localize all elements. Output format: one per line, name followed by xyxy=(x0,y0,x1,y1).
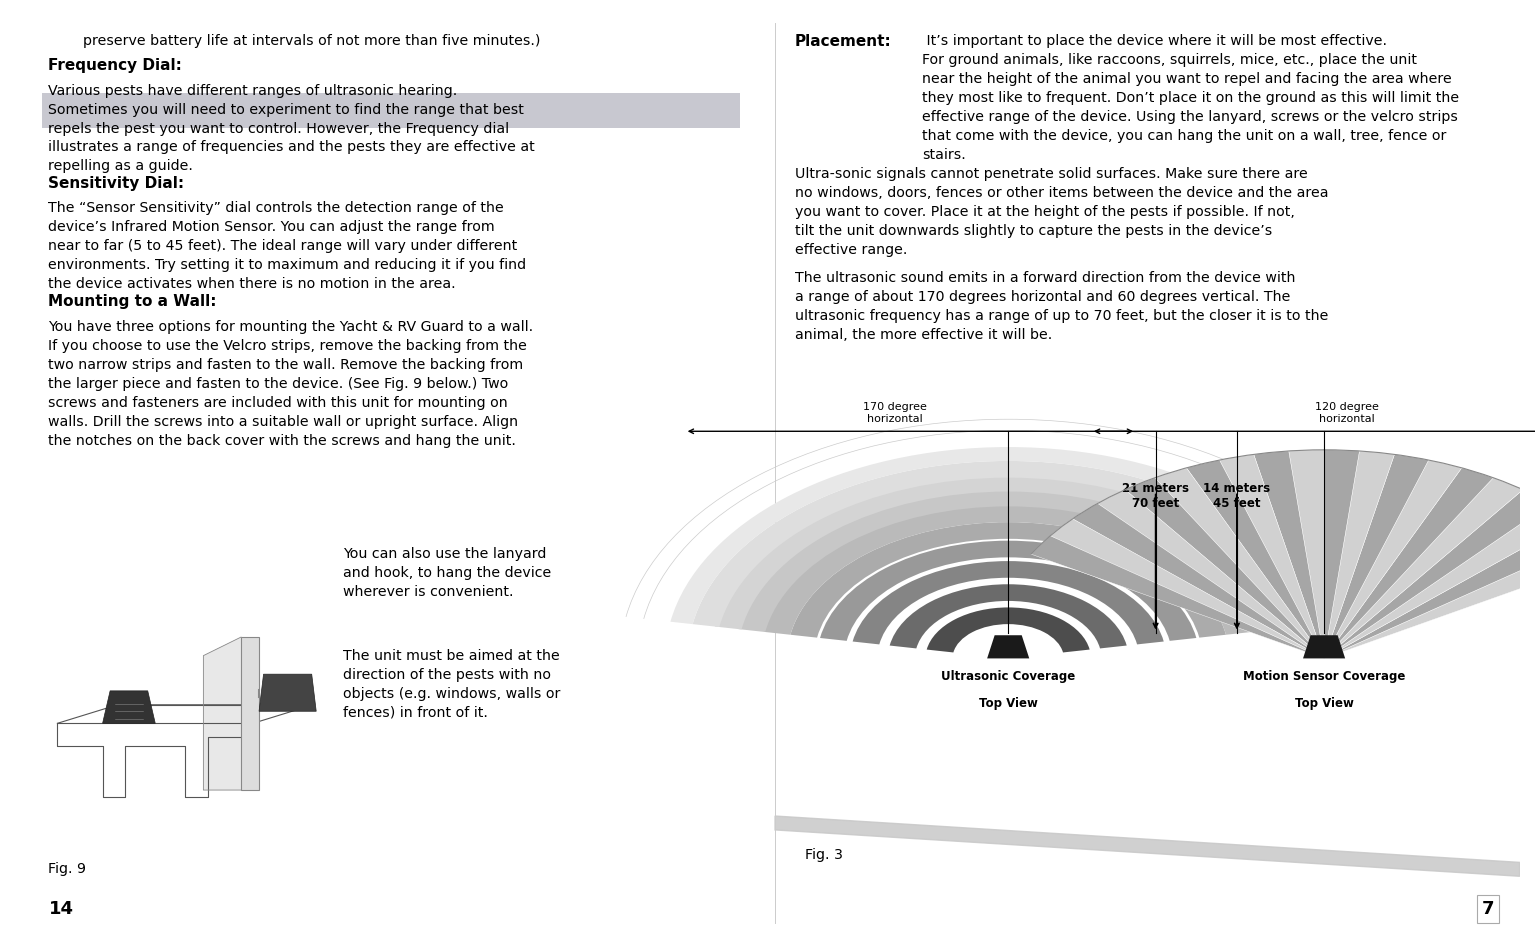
Wedge shape xyxy=(927,607,1090,653)
Text: Ultrasonic Coverage: Ultrasonic Coverage xyxy=(941,670,1076,683)
Wedge shape xyxy=(738,490,1277,632)
Text: 120 degree
horizontal: 120 degree horizontal xyxy=(1314,402,1378,424)
Wedge shape xyxy=(820,541,1196,640)
Wedge shape xyxy=(1098,490,1325,658)
Text: Top View: Top View xyxy=(1294,697,1354,710)
Text: You have three options for mounting the Yacht & RV Guard to a wall.
If you choos: You have three options for mounting the … xyxy=(49,320,534,447)
Text: It’s important to place the device where it will be most effective.
For ground a: It’s important to place the device where… xyxy=(923,34,1460,162)
Wedge shape xyxy=(1289,449,1325,658)
Wedge shape xyxy=(1254,451,1325,658)
Polygon shape xyxy=(203,637,241,790)
Wedge shape xyxy=(1325,450,1360,658)
Polygon shape xyxy=(987,636,1030,658)
Wedge shape xyxy=(671,447,1346,624)
Wedge shape xyxy=(1050,518,1325,658)
Wedge shape xyxy=(764,505,1253,635)
Text: preserve battery life at intervals of not more than five minutes.): preserve battery life at intervals of no… xyxy=(83,34,540,48)
Wedge shape xyxy=(1219,454,1325,658)
Wedge shape xyxy=(1032,535,1325,658)
Text: 7: 7 xyxy=(1481,900,1494,918)
FancyBboxPatch shape xyxy=(241,637,259,790)
Text: 170 degree
horizontal: 170 degree horizontal xyxy=(863,402,927,424)
Wedge shape xyxy=(791,522,1226,638)
Text: Placement:: Placement: xyxy=(795,34,892,49)
Polygon shape xyxy=(775,816,1520,876)
Polygon shape xyxy=(1303,636,1345,658)
Wedge shape xyxy=(692,461,1323,627)
Text: The “Sensor Sensitivity” dial controls the detection range of the
device’s Infra: The “Sensor Sensitivity” dial controls t… xyxy=(49,201,527,291)
Text: Top View: Top View xyxy=(979,697,1038,710)
Wedge shape xyxy=(1154,468,1325,658)
Text: 14: 14 xyxy=(49,900,74,918)
Text: Sensitivity Dial:: Sensitivity Dial: xyxy=(49,176,184,191)
Wedge shape xyxy=(1325,490,1535,658)
Text: 21 meters
70 feet: 21 meters 70 feet xyxy=(1122,482,1190,510)
Wedge shape xyxy=(1325,535,1535,658)
Text: Motion Sensor Coverage: Motion Sensor Coverage xyxy=(1243,670,1405,683)
FancyBboxPatch shape xyxy=(43,93,740,128)
Wedge shape xyxy=(1325,503,1535,658)
Polygon shape xyxy=(259,674,316,711)
Wedge shape xyxy=(890,585,1127,648)
Polygon shape xyxy=(103,691,155,724)
Wedge shape xyxy=(1325,451,1394,658)
Text: Fig. 9: Fig. 9 xyxy=(49,863,86,876)
Wedge shape xyxy=(1125,478,1325,658)
Text: The ultrasonic sound emits in a forward direction from the device with
a range o: The ultrasonic sound emits in a forward … xyxy=(795,271,1328,342)
Text: You can also use the lanyard
and hook, to hang the device
wherever is convenient: You can also use the lanyard and hook, t… xyxy=(344,547,551,599)
Wedge shape xyxy=(1325,460,1461,658)
Text: Fig. 3: Fig. 3 xyxy=(806,848,843,862)
Wedge shape xyxy=(1325,468,1494,658)
Wedge shape xyxy=(852,561,1164,644)
Wedge shape xyxy=(1325,478,1523,658)
Wedge shape xyxy=(1187,460,1325,658)
Text: Frequency Dial:: Frequency Dial: xyxy=(49,58,183,73)
Text: Various pests have different ranges of ultrasonic hearing.
Sometimes you will ne: Various pests have different ranges of u… xyxy=(49,83,536,173)
Wedge shape xyxy=(1073,503,1325,658)
Wedge shape xyxy=(1325,518,1535,658)
Text: Ultra-sonic signals cannot penetrate solid surfaces. Make sure there are
no wind: Ultra-sonic signals cannot penetrate sol… xyxy=(795,167,1328,257)
Text: Mounting to a Wall:: Mounting to a Wall: xyxy=(49,294,216,309)
Text: 14 meters
45 feet: 14 meters 45 feet xyxy=(1203,482,1271,510)
Wedge shape xyxy=(715,475,1302,629)
Wedge shape xyxy=(1325,454,1429,658)
Text: The unit must be aimed at the
direction of the pests with no
objects (e.g. windo: The unit must be aimed at the direction … xyxy=(344,649,560,720)
